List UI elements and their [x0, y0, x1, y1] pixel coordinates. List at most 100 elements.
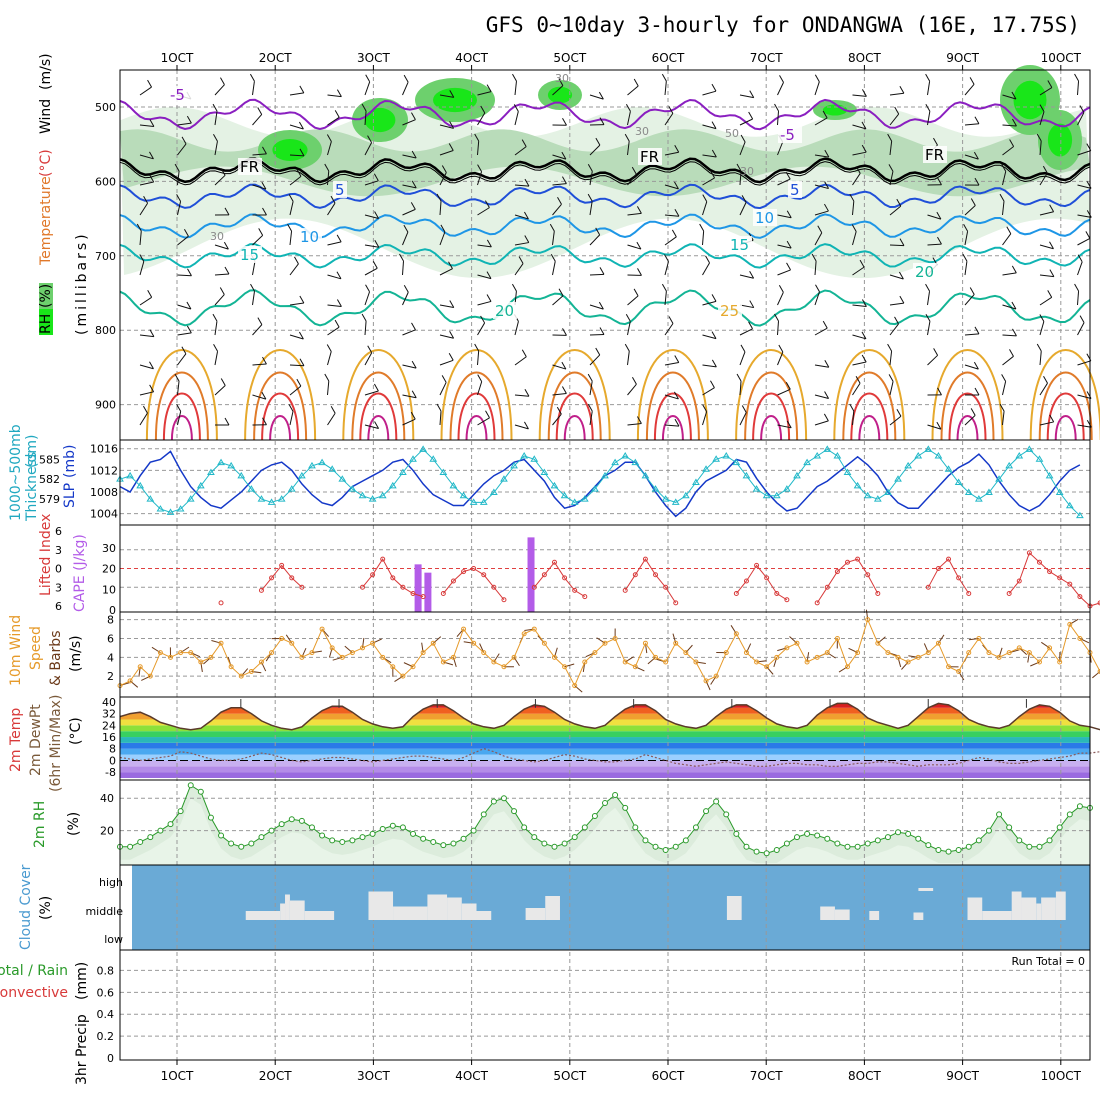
wind-barb-feather — [136, 223, 142, 232]
rh2m-point — [955, 847, 962, 854]
wind-barb — [889, 323, 899, 336]
lifted-index-line — [261, 564, 303, 591]
wind-barb — [1077, 360, 1092, 366]
date-tick-top: 1OCT — [161, 51, 194, 65]
thickness-point — [186, 495, 195, 502]
wind-speed-point — [642, 640, 648, 646]
date-tick-bottom: 2OCT — [259, 1069, 292, 1083]
wind-barb-feather — [599, 327, 605, 335]
wind-barb — [477, 112, 486, 126]
wind-barb-feather — [668, 316, 674, 324]
rh-contour-label: 30 — [210, 230, 224, 243]
wind-barb — [1039, 244, 1054, 250]
warm-isotherm-lobe — [457, 392, 496, 441]
wind-barb — [364, 244, 379, 248]
wind-barb — [289, 231, 293, 246]
wind-barb — [852, 382, 861, 396]
rh2m-point — [632, 824, 639, 831]
wind-barb — [1039, 421, 1054, 426]
thickness-point — [793, 471, 801, 479]
warm-isotherm-lobe — [636, 349, 709, 441]
wind-barb — [402, 329, 416, 336]
temp-tick-label: 40 — [102, 696, 116, 709]
wind-speed-point — [1006, 650, 1012, 656]
wind-barb — [514, 111, 519, 126]
lifted-index-point — [855, 556, 861, 562]
wind-barb — [289, 175, 302, 186]
wind-barb-feather — [149, 384, 155, 393]
thickness-point — [237, 471, 246, 479]
wind-barb — [402, 119, 416, 126]
wind-barb-feather — [1049, 414, 1055, 423]
wind-barb-feather — [711, 121, 717, 129]
wind-barb — [364, 267, 378, 276]
slp-tick-label: 1008 — [90, 486, 118, 499]
rh2m-point — [591, 813, 598, 820]
wind-barb-feather — [1077, 254, 1083, 263]
wind-barb — [739, 381, 742, 396]
middle-cloud-block — [1041, 897, 1056, 920]
wind-barb — [927, 291, 931, 306]
wind-barb-feather — [937, 177, 942, 185]
thickness-point — [641, 471, 650, 479]
isotherm-label-bg — [728, 236, 752, 253]
thickness-point — [479, 498, 488, 505]
wind-barb — [777, 141, 784, 156]
rh2m-point — [844, 843, 851, 850]
wind-barb — [364, 291, 371, 306]
rh2m-point — [359, 834, 366, 841]
rh2m-point — [743, 843, 750, 850]
isotherm-label-bg — [753, 209, 777, 226]
wind-barb-feather — [299, 358, 305, 366]
wind-barb-feather — [774, 103, 779, 112]
lifted-index-point — [218, 600, 224, 606]
thickness-point — [520, 451, 529, 459]
rh2m-point — [187, 782, 194, 789]
wind-barb — [927, 424, 942, 430]
wind-barb — [139, 202, 149, 216]
wind-barb-feather — [898, 271, 904, 280]
wind-barb-feather — [599, 267, 605, 275]
wind-barb-feather — [1001, 164, 1007, 172]
wind-speed-point — [572, 683, 578, 689]
lifted-index-point — [572, 587, 578, 593]
wind-barb-feather — [674, 209, 680, 217]
wind-barb-feather — [326, 134, 332, 142]
wind-barb-feather — [220, 168, 226, 176]
wind-barb-feather — [561, 176, 567, 184]
wind-barb — [177, 201, 182, 216]
wind-barb — [777, 244, 792, 249]
rh2m-point — [824, 835, 831, 842]
date-tick-bottom: 4OCT — [455, 1069, 488, 1083]
wind-barb-feather — [441, 165, 447, 173]
precip-unit: (mm) — [74, 962, 90, 1000]
wind-speed-point — [925, 650, 931, 656]
lifted-index-point — [289, 575, 295, 581]
wind-barb-feather — [477, 374, 483, 382]
wind-barb — [777, 351, 784, 366]
wind-barb — [327, 171, 330, 186]
warm-isotherm-lobe — [351, 371, 406, 441]
wind-barb-feather — [937, 387, 942, 396]
wind-barb-feather — [224, 417, 230, 426]
wind-barb — [1077, 184, 1092, 189]
wind-barb — [927, 81, 931, 96]
lifted-index-point — [845, 559, 850, 565]
wind-barb-feather — [962, 253, 968, 262]
wind-barb — [364, 390, 379, 396]
wind-barb — [627, 295, 639, 306]
rh2m-unit: (%) — [66, 812, 82, 836]
wind-barb-feather — [298, 331, 304, 340]
wind-barb-feather — [486, 271, 492, 279]
wind-barb-feather — [521, 349, 527, 358]
pressure-tick-label: 900 — [95, 399, 116, 412]
isotherm-label: 20 — [495, 302, 514, 320]
lifted-index-point — [1097, 600, 1100, 606]
rh2m-point — [298, 817, 305, 824]
rh2m-point — [874, 837, 881, 844]
wind-barb — [927, 243, 942, 246]
wind-barb-feather — [448, 353, 454, 361]
warm-isotherm-lobe — [154, 371, 209, 441]
wind-barb — [927, 321, 931, 336]
wind-speed-point — [127, 678, 133, 684]
